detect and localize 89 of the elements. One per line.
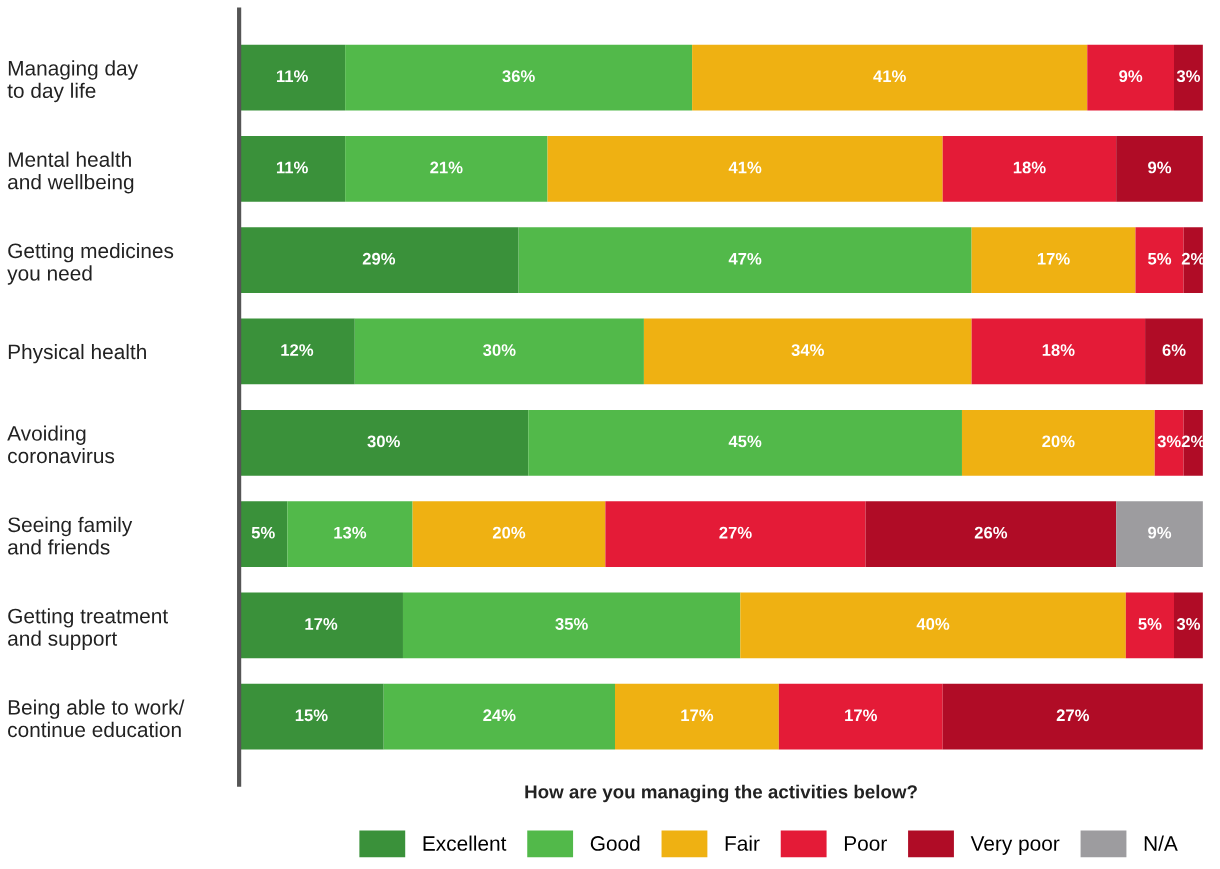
bar: [740, 592, 1126, 659]
data-label: 9%: [1148, 526, 1172, 539]
legend-label: Poor: [844, 836, 887, 851]
bar: [354, 318, 644, 385]
legend-label: Fair: [725, 835, 760, 851]
x-axis-title: How are you managing the activities below?: [525, 784, 917, 803]
data-label: 45%: [728, 435, 762, 448]
data-label: 5%: [251, 526, 275, 539]
data-label: 27%: [1056, 709, 1090, 722]
bar: [412, 501, 606, 567]
data-label: 34%: [791, 344, 824, 356]
bar: [942, 683, 1203, 750]
bar: [518, 227, 972, 294]
data-label: 9%: [1119, 70, 1143, 83]
y-tick-label: Getting medicines you need: [7, 242, 174, 285]
bar: [239, 318, 355, 385]
y-tick-label: Avoiding coronavirus: [7, 425, 115, 464]
data-label: 41%: [728, 161, 762, 174]
bar: [239, 592, 403, 659]
data-label: 35%: [555, 618, 588, 630]
data-label: 11%: [276, 161, 308, 174]
data-label: 5%: [1148, 252, 1172, 265]
bar: [345, 136, 548, 202]
legend-label: Good: [590, 835, 640, 851]
data-label: 11%: [276, 70, 308, 83]
bar: [345, 44, 693, 111]
data-label: 5%: [1138, 618, 1162, 630]
data-label: 26%: [974, 526, 1008, 539]
bar: [239, 683, 384, 750]
data-label: 17%: [1037, 252, 1070, 265]
legend-label: N/A: [1144, 835, 1178, 851]
bar: [239, 136, 346, 202]
data-label: 17%: [681, 709, 714, 722]
bar: [615, 683, 779, 750]
bar: [1087, 44, 1175, 111]
y-tick-label: Seeing family and friends: [8, 516, 133, 555]
bar: [547, 136, 943, 202]
data-label: 24%: [483, 709, 516, 722]
bar: [778, 683, 943, 750]
bar: [383, 683, 615, 750]
data-label: 18%: [1013, 161, 1046, 174]
data-label: 36%: [502, 70, 535, 83]
legend-label: Very poor: [970, 836, 1060, 855]
data-label: 18%: [1042, 344, 1075, 356]
bar: [971, 227, 1136, 294]
data-label: 27%: [719, 526, 752, 539]
bar: [239, 227, 519, 294]
bar: [239, 501, 288, 567]
data-label: 30%: [367, 435, 400, 448]
bar: [643, 318, 972, 385]
legend-label: Excellent: [423, 835, 507, 851]
bar: [239, 44, 346, 111]
data-label: 17%: [305, 618, 338, 630]
bar: [605, 501, 866, 567]
data-label: 3%: [1157, 435, 1181, 448]
bar: [239, 409, 529, 476]
data-label: 6%: [1162, 344, 1186, 356]
data-label: 47%: [728, 252, 762, 265]
data-label: 15%: [295, 709, 328, 722]
y-tick-label: Physical health: [8, 343, 146, 364]
data-label: 3%: [1176, 618, 1201, 630]
data-label: 12%: [281, 344, 314, 356]
bar: [1125, 592, 1175, 659]
bar: [865, 501, 1117, 567]
data-label: 20%: [492, 526, 526, 539]
y-tick-label: Managing day to day life: [7, 60, 139, 103]
data-label: 41%: [873, 70, 906, 83]
y-tick-label: Being able to work/ continue education: [8, 699, 185, 738]
data-label: 30%: [483, 344, 516, 356]
bar: [402, 592, 741, 659]
bar: [692, 44, 1088, 111]
bar: [942, 136, 1117, 202]
bar: [1116, 501, 1203, 567]
bar: [971, 318, 1146, 385]
y-tick-label: Getting treatment and support: [8, 608, 168, 650]
data-label: 40%: [916, 618, 950, 630]
data-label: 29%: [362, 252, 396, 265]
data-label: 9%: [1148, 161, 1172, 174]
data-label: 21%: [430, 161, 463, 174]
bar: [287, 501, 413, 567]
data-label: 13%: [334, 526, 367, 539]
bar: [528, 409, 962, 476]
bar: [1116, 136, 1203, 202]
y-tick-label: Mental health and wellbeing: [8, 151, 134, 194]
bar: [1145, 318, 1203, 385]
bar: [961, 409, 1155, 476]
data-label: 20%: [1042, 435, 1075, 448]
data-label: 3%: [1176, 70, 1201, 83]
data-label: 17%: [845, 709, 878, 722]
